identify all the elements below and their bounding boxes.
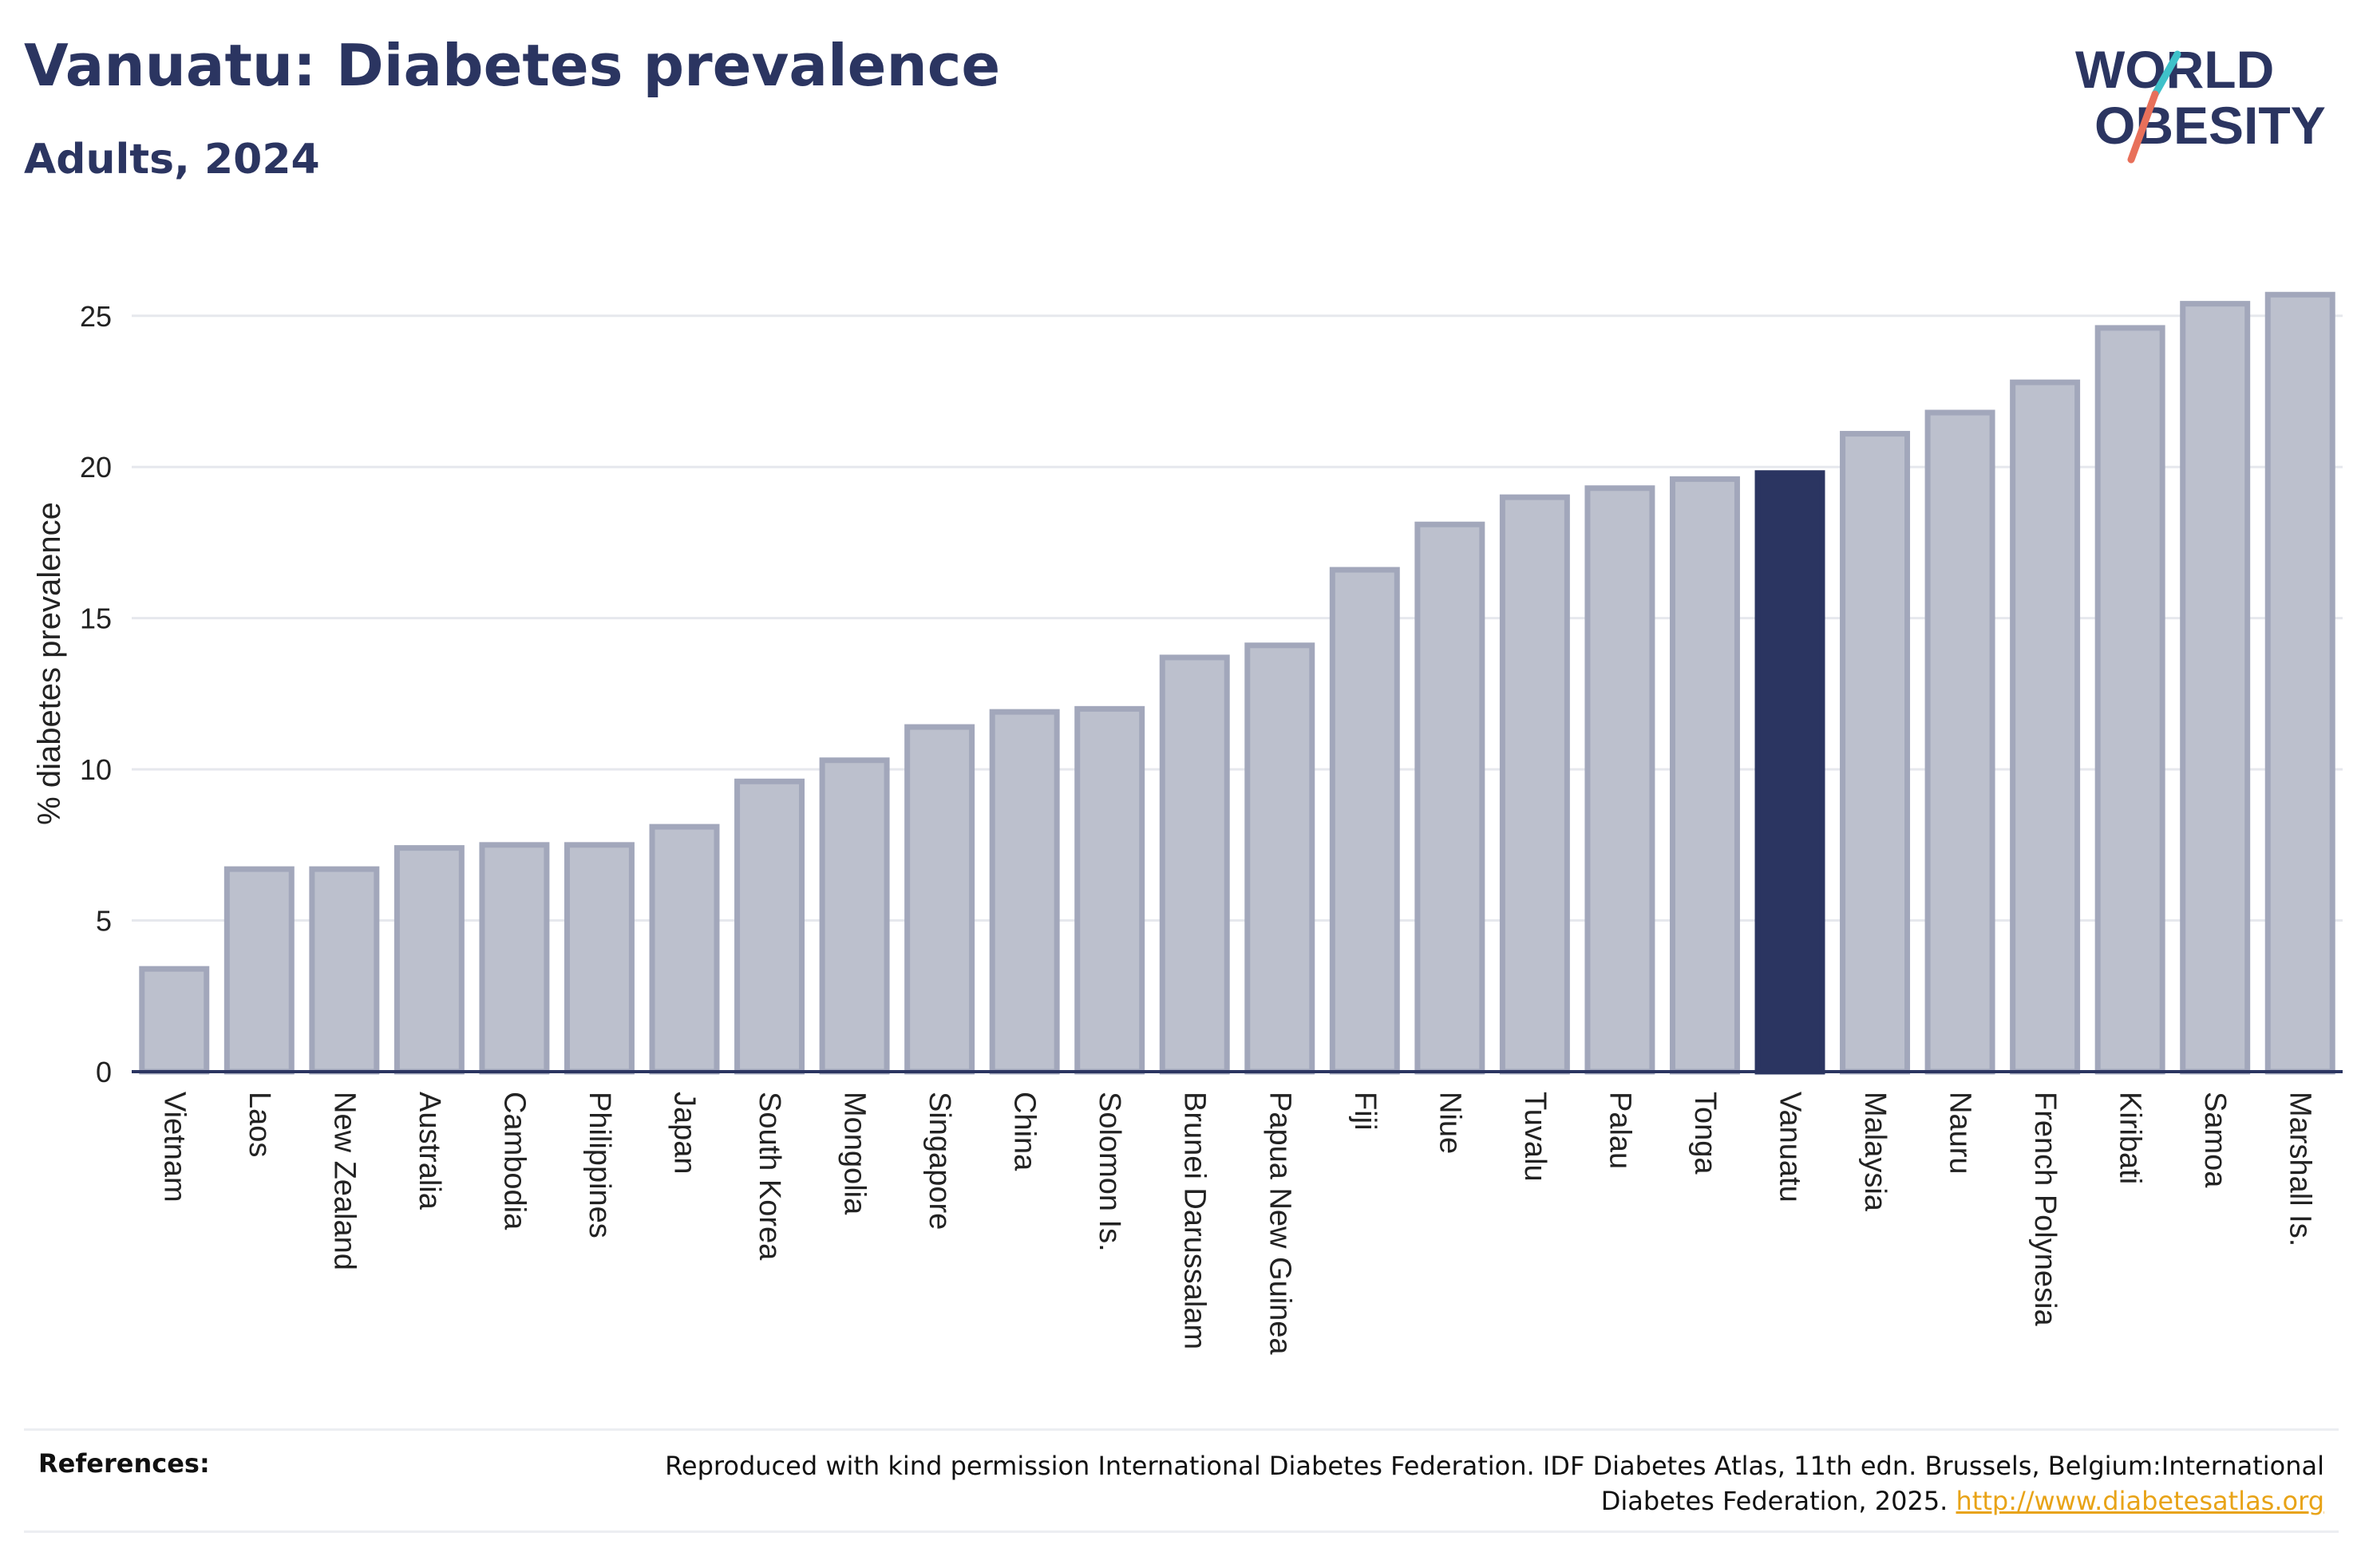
bar [904, 724, 975, 1075]
references-text-block: Reproduced with kind permission Internat… [608, 1448, 2324, 1519]
bar [564, 842, 635, 1075]
bar [479, 842, 550, 1075]
bar [2180, 301, 2251, 1075]
x-tick-label: Papua New Guinea [1263, 1092, 1296, 1355]
logo-slash-bottom [2127, 90, 2159, 164]
bar [2264, 291, 2335, 1075]
bar [2010, 379, 2081, 1075]
x-tick-label: Kiribati [2114, 1092, 2147, 1184]
bar [1244, 642, 1315, 1075]
y-tick-label: 20 [80, 451, 112, 484]
bar [819, 757, 890, 1075]
x-tick-label: South Korea [753, 1092, 786, 1261]
bar [1499, 494, 1570, 1075]
bar [223, 866, 295, 1075]
x-tick-label: Philippines [583, 1092, 616, 1238]
references-link[interactable]: http://www.diabetesatlas.org [1956, 1486, 2324, 1516]
x-tick-label: Tuvalu [1518, 1092, 1552, 1182]
logo-slash-top [2151, 50, 2181, 98]
y-tick-label: 15 [80, 602, 112, 635]
bar [1840, 431, 1911, 1075]
x-tick-label: French Polynesia [2028, 1092, 2062, 1326]
x-tick-label: Niue [1433, 1092, 1466, 1154]
x-tick-label: Mongolia [838, 1092, 872, 1215]
x-tick-label: Vietnam [157, 1092, 191, 1203]
y-tick-label: 10 [80, 753, 112, 786]
x-tick-label: New Zealand [327, 1092, 361, 1270]
bar [1669, 476, 1740, 1075]
bar-highlight [1754, 470, 1825, 1075]
bar [1584, 485, 1655, 1075]
references-box: References: Reproduced with kind permiss… [24, 1428, 2339, 1533]
x-tick-label: Samoa [2198, 1092, 2232, 1188]
x-tick-label: Fiji [1348, 1092, 1382, 1131]
x-tick-label: Cambodia [497, 1092, 531, 1230]
bar-chart: 0 5 10 15 20 25 % diabetes prevalence Vietnam La… [32, 291, 2343, 1355]
bar [1159, 654, 1230, 1075]
x-tick-label: Australia [413, 1092, 446, 1211]
bar [1329, 567, 1400, 1075]
x-tick-label: Brunei Darussalam [1178, 1092, 1212, 1349]
bar [1414, 521, 1485, 1075]
x-tick-label: Solomon Is. [1093, 1092, 1126, 1252]
bar [2094, 325, 2165, 1075]
chart-subtitle: Adults, 2024 [24, 136, 320, 184]
x-tick-label: Nauru [1944, 1092, 1977, 1175]
y-axis-label: % diabetes prevalence [32, 502, 67, 825]
chart-title: Vanuatu: Diabetes prevalence [24, 32, 1001, 99]
references-text: Reproduced with kind permission Internat… [665, 1451, 2324, 1516]
bar [394, 845, 465, 1075]
bar [139, 966, 210, 1075]
bar [649, 823, 720, 1075]
y-tick-label: 25 [80, 300, 112, 333]
x-tick-label: Singapore [923, 1092, 956, 1230]
bar [989, 709, 1060, 1075]
x-tick-label: China [1008, 1092, 1042, 1171]
x-tick-label: Tonga [1688, 1092, 1722, 1175]
world-obesity-logo: WORLD OBESITY [2075, 40, 2326, 164]
x-tick-label: Vanuatu [1774, 1092, 1807, 1203]
x-tick-label: Laos [243, 1092, 276, 1157]
bar [1074, 705, 1145, 1075]
references-label: References: [38, 1448, 210, 1479]
y-tick-label: 0 [96, 1056, 112, 1088]
bar [1924, 409, 1995, 1075]
x-tick-label: Palau [1603, 1092, 1636, 1169]
y-tick-label: 5 [96, 905, 112, 938]
logo-text-world: WORLD [2075, 40, 2274, 99]
bar [734, 778, 805, 1075]
bar [309, 866, 380, 1075]
x-tick-label: Japan [668, 1092, 702, 1175]
x-tick-label: Malaysia [1858, 1092, 1892, 1212]
x-tick-label: Marshall Is. [2284, 1092, 2317, 1246]
